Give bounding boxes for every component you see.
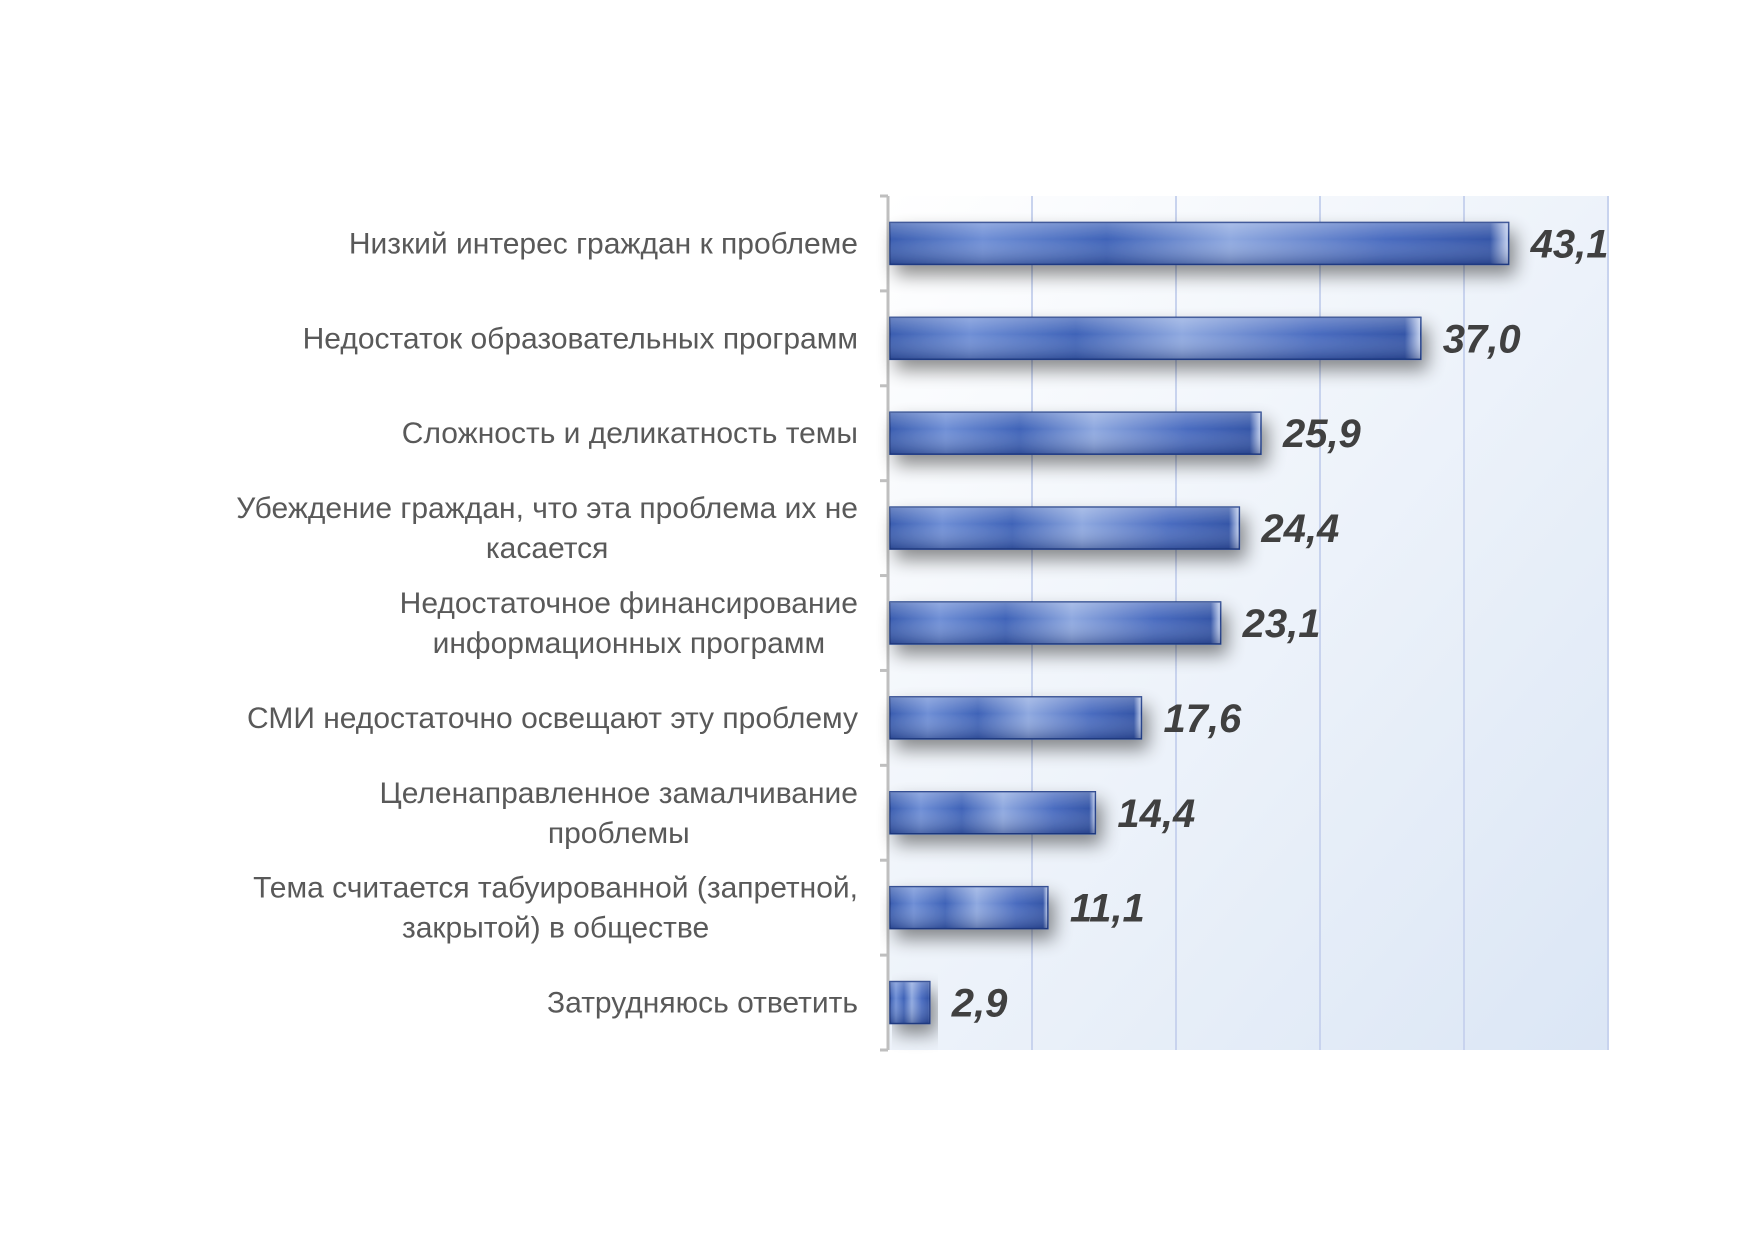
bar-group <box>889 601 1222 645</box>
category-label-line: Низкий интерес граждан к проблеме <box>349 227 858 260</box>
value-label: 23,1 <box>1242 602 1321 646</box>
value-label: 17,6 <box>1163 697 1242 741</box>
category-label-line: Затрудняюсь ответить <box>547 987 858 1020</box>
bar-group <box>889 885 1049 930</box>
category-labels: Низкий интерес граждан к проблеме Недоста… <box>236 227 858 1019</box>
category-label-line: информационных программ <box>433 627 826 660</box>
category-label-line: Убеждение граждан, что эта проблема их н… <box>236 492 858 525</box>
bar-shade <box>890 981 930 1024</box>
category-label-line: СМИ недостаточно освещают эту проблему <box>247 702 858 735</box>
category-label-line: касается <box>486 532 609 565</box>
category-label-line: Целенаправленное замалчивание <box>380 777 859 810</box>
category-label: Затрудняюсь ответить <box>547 987 858 1020</box>
category-axis <box>880 194 890 1052</box>
bar-group <box>889 696 1143 740</box>
category-label: Низкий интерес граждан к проблеме <box>349 227 858 260</box>
category-label-line: Тема считается табуированной (запретной, <box>253 872 858 905</box>
bars <box>889 221 1510 1025</box>
bar-group <box>889 411 1262 455</box>
category-label-line: проблемы <box>548 817 690 850</box>
category-label: Сложность и деликатность темы <box>402 417 858 450</box>
value-label: 25,9 <box>1282 412 1362 456</box>
category-label-line: закрытой) в обществе <box>402 912 709 945</box>
bar-group <box>889 221 1510 266</box>
value-label: 24,4 <box>1260 507 1339 551</box>
bar-group <box>889 316 1422 361</box>
category-label-line: Недостаточное финансирование <box>400 587 858 620</box>
value-label: 37,0 <box>1443 317 1521 361</box>
category-label: Недостаток образовательных программ <box>303 322 858 355</box>
category-label: Недостаточное финансирование информационн… <box>400 587 858 660</box>
value-label: 2,9 <box>951 982 1008 1026</box>
category-label-line: Недостаток образовательных программ <box>303 322 858 355</box>
bar-group <box>889 506 1241 550</box>
category-label: Целенаправленное замалчивание проблемы <box>380 777 859 850</box>
bar-shade <box>890 886 1048 929</box>
bar-shade <box>890 696 1142 739</box>
bar-group <box>889 980 931 1025</box>
bar-shade <box>890 507 1240 550</box>
value-labels: 43,1 37,0 25,9 24,4 23,1 17,6 14,4 11,1 2,9 <box>951 222 1609 1025</box>
bar-shade <box>890 412 1261 455</box>
bar-shade <box>890 602 1221 644</box>
value-label: 43,1 <box>1530 222 1609 266</box>
category-label: СМИ недостаточно освещают эту проблему <box>247 702 858 735</box>
value-label: 14,4 <box>1117 792 1195 836</box>
category-label: Убеждение граждан, что эта проблема их н… <box>236 492 858 565</box>
bar-shade <box>890 791 1096 834</box>
category-label: Тема считается табуированной (запретной,… <box>253 872 858 945</box>
bar-group <box>889 791 1097 835</box>
category-label-line: Сложность и деликатность темы <box>402 417 858 450</box>
value-label: 11,1 <box>1070 887 1145 931</box>
bar-shade <box>890 222 1509 265</box>
bar-shade <box>890 317 1421 360</box>
